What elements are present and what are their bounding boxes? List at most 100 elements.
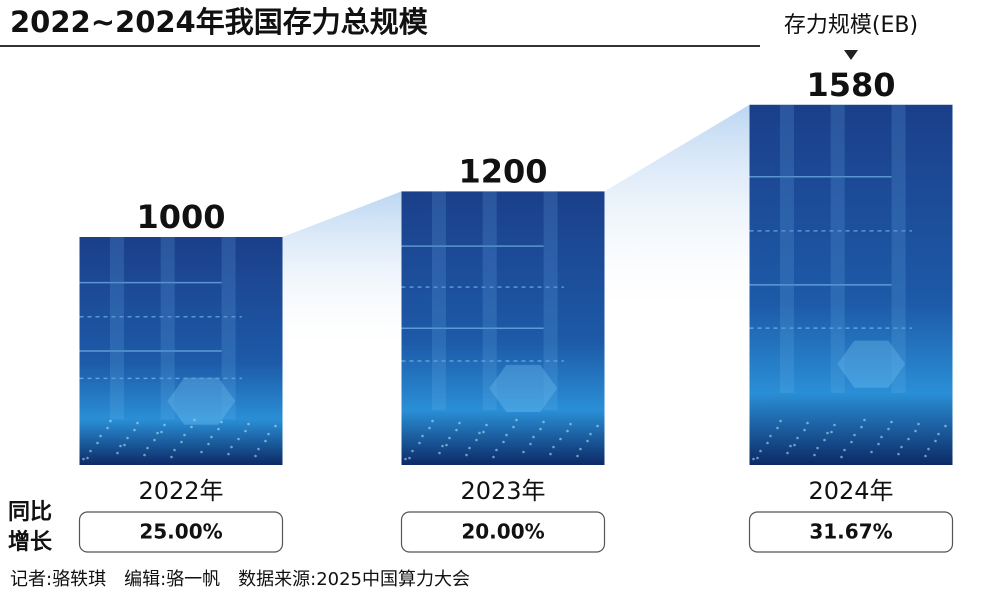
glow-dot <box>786 451 789 455</box>
glow-dot <box>492 455 495 459</box>
glow-dot <box>254 454 257 458</box>
glow-dot <box>877 442 880 446</box>
glow-dot <box>522 450 525 454</box>
x-tick-label: 2023年 <box>460 477 545 505</box>
glow-dot <box>532 435 535 439</box>
x-tick-label: 2024年 <box>808 477 893 505</box>
glow-dot <box>163 423 166 427</box>
glow-dot <box>153 438 156 442</box>
glow-dot <box>766 441 769 445</box>
value-label: 1000 <box>136 198 225 236</box>
glow-dot <box>850 440 853 444</box>
glow-dot <box>133 428 136 432</box>
growth-value: 25.00% <box>139 520 222 544</box>
glow-dot <box>756 456 759 460</box>
glow-dot <box>880 435 883 439</box>
glow-dot <box>465 453 468 457</box>
glow-dot <box>123 443 126 447</box>
glow-dot <box>106 426 109 430</box>
glow-dot <box>267 432 270 436</box>
glow-dot <box>890 420 893 424</box>
bar-decoration <box>79 237 277 461</box>
glow-dot <box>586 439 589 443</box>
glow-dot <box>796 436 799 440</box>
bar-decoration <box>401 191 599 461</box>
glow-dot <box>840 455 843 459</box>
glow-dot <box>579 447 582 451</box>
light-column <box>543 191 558 411</box>
glow-dot <box>207 442 210 446</box>
glow-dot <box>264 439 267 443</box>
connector <box>604 104 750 465</box>
light-column <box>431 191 446 411</box>
glow-dot <box>863 418 866 422</box>
unit-label: 存力规模(EB) <box>784 13 918 38</box>
glow-dot <box>759 449 762 453</box>
glow-dot <box>431 419 434 423</box>
glow-dot <box>160 430 163 434</box>
glow-dot <box>86 456 89 460</box>
glow-dot <box>441 444 444 448</box>
light-column <box>160 237 175 420</box>
glow-dot <box>143 453 146 457</box>
glow-dot <box>502 440 505 444</box>
glow-dot <box>806 421 809 425</box>
glow-dot <box>870 450 873 454</box>
glow-dot <box>803 428 806 432</box>
glow-dot <box>237 437 240 441</box>
glow-dot <box>183 433 186 437</box>
glow-dot <box>274 424 277 428</box>
glow-dot <box>917 422 920 426</box>
glow-dot <box>552 445 555 449</box>
glow-dot <box>914 429 917 433</box>
glow-dot <box>539 427 542 431</box>
light-column <box>221 237 236 420</box>
glow-dot <box>217 427 220 431</box>
growth-box <box>400 511 606 553</box>
chart-title: 2022~2024年我国存力总规模 <box>10 5 429 39</box>
value-label: 1200 <box>458 152 547 190</box>
glow-dot <box>485 423 488 427</box>
glow-dot <box>944 424 947 428</box>
glow-dot <box>937 432 940 436</box>
glow-dot <box>826 431 829 435</box>
glow-dot <box>576 454 579 458</box>
glow-dot <box>445 443 448 447</box>
glow-dot <box>156 431 159 435</box>
growth-value: 20.00% <box>461 520 544 544</box>
glow-dot <box>109 419 112 423</box>
glow-dot <box>193 418 196 422</box>
glow-dot <box>99 434 102 438</box>
glow-dot <box>505 433 508 437</box>
glow-dot <box>559 437 562 441</box>
glow-dot <box>542 420 545 424</box>
glow-dot <box>210 435 213 439</box>
glow-dot <box>482 430 485 434</box>
glow-dot <box>793 443 796 447</box>
bar-decoration <box>749 104 947 461</box>
glow-dot <box>495 448 498 452</box>
glow-dot <box>230 445 233 449</box>
glow-dot <box>408 456 411 460</box>
glow-dot <box>227 452 230 456</box>
growth-box <box>78 511 284 553</box>
hexagon <box>167 377 236 425</box>
glow-dot <box>257 447 260 451</box>
glow-dot <box>843 448 846 452</box>
glow-dot <box>853 433 856 437</box>
glow-dot <box>190 425 193 429</box>
glow-dot <box>421 434 424 438</box>
glow-dot <box>244 429 247 433</box>
glow-dot <box>897 452 900 456</box>
glow-dot <box>404 457 407 461</box>
glow-dot <box>752 457 755 461</box>
x-tick-label: 2022年 <box>138 477 223 505</box>
glow-dot <box>116 451 119 455</box>
glow-dot <box>475 438 478 442</box>
glow-dot <box>220 420 223 424</box>
glow-dot <box>900 445 903 449</box>
glow-dot <box>418 441 421 445</box>
light-column <box>830 104 845 393</box>
glow-dot <box>789 444 792 448</box>
